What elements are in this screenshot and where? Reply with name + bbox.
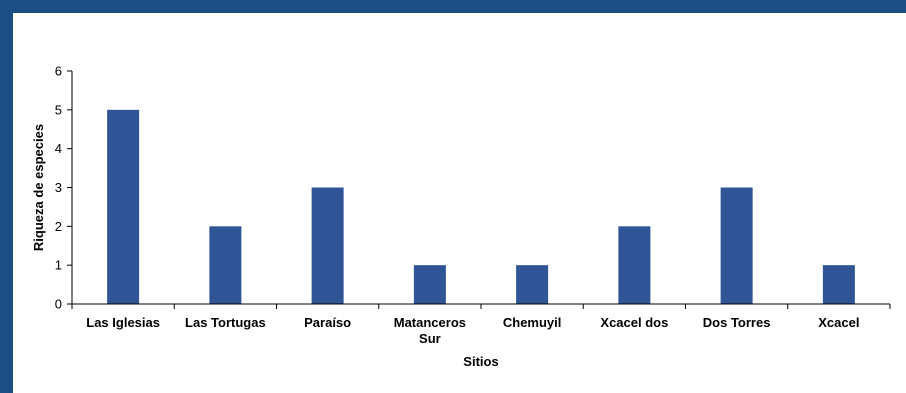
bar-5: [618, 226, 651, 304]
y-axis-title: Riqueza de especies: [31, 124, 46, 251]
bars-group: [107, 109, 855, 304]
x-category-label: Paraíso: [304, 315, 351, 330]
y-tick-label: 3: [55, 180, 62, 195]
bar-7: [822, 265, 855, 304]
y-tick-label: 0: [55, 297, 62, 312]
x-category-label: Xcacel: [818, 315, 859, 330]
y-ticks-group: 0 1 2 3 4 5 6: [55, 64, 72, 312]
frame-top-border: [0, 0, 906, 13]
y-tick-label: 4: [55, 141, 62, 156]
chart-panel: [13, 13, 906, 393]
bar-4: [516, 265, 549, 304]
x-ticks-group: Las Iglesias Las Tortugas Paraíso Matancero…: [71, 304, 891, 346]
x-category-label: Dos Torres: [703, 315, 771, 330]
y-tick-label: 2: [55, 219, 62, 234]
x-category-label: Las Iglesias: [86, 315, 160, 330]
frame-left-border: [0, 0, 13, 393]
axes-group: [71, 71, 890, 305]
x-axis-title: Sitios: [463, 354, 498, 369]
x-category-label: Las Tortugas: [185, 315, 266, 330]
y-tick-label: 1: [55, 258, 62, 273]
x-category-label: Matanceros Sur: [394, 315, 466, 346]
bar-2: [311, 187, 344, 304]
x-category-label: Xcacel dos: [600, 315, 668, 330]
bar-0: [107, 109, 140, 304]
bar-6: [720, 187, 753, 304]
bar-3: [413, 265, 446, 304]
bar-1: [209, 226, 242, 304]
x-category-label: Chemuyil: [503, 315, 562, 330]
y-tick-label: 5: [55, 102, 62, 117]
y-tick-label: 6: [55, 64, 62, 79]
